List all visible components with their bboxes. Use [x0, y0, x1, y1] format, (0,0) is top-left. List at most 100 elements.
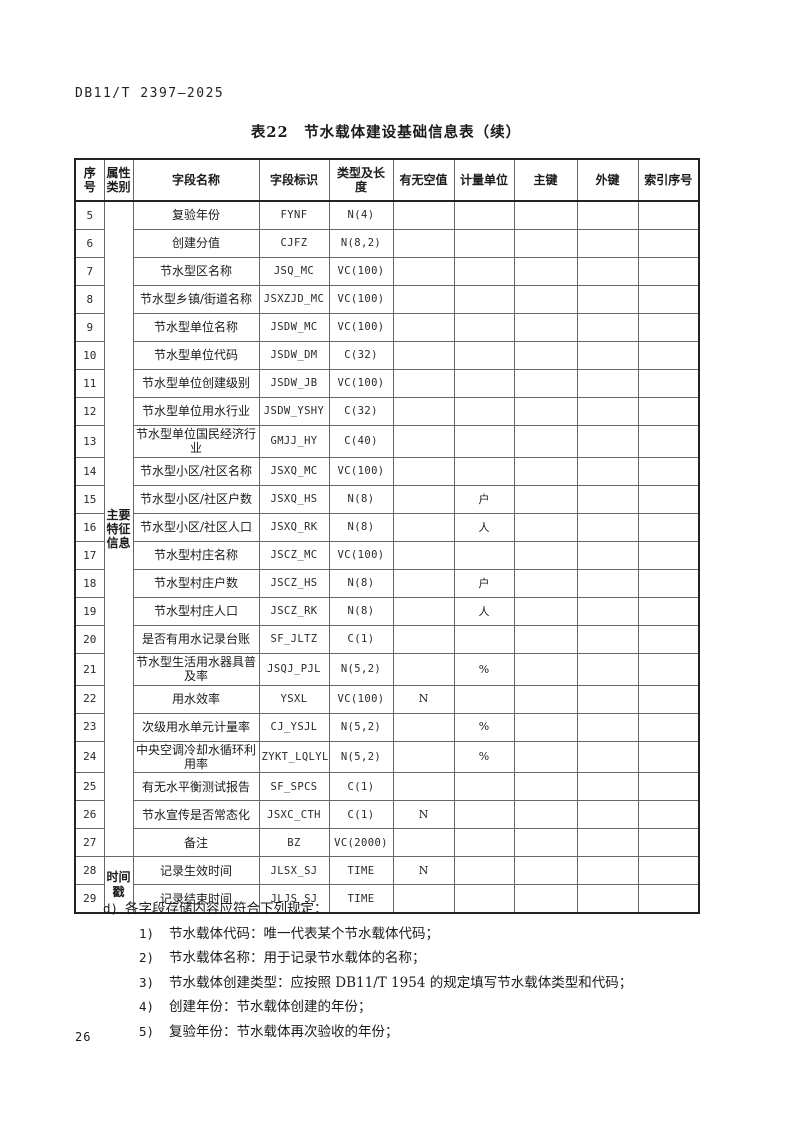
- cell-primary-key: [513, 772, 578, 802]
- cell-foreign-key: [576, 772, 639, 802]
- cell-sequence-no: 26: [74, 800, 105, 830]
- note-item-text: 节水载体代码：唯一代表某个节水载体代码；: [169, 925, 439, 942]
- cell-nullable: [392, 285, 455, 314]
- cell-unit: %: [453, 712, 515, 742]
- cell-foreign-key: [576, 484, 639, 514]
- cell-field-name: 是否有用水记录台账: [132, 624, 260, 654]
- cell-sequence-no: 12: [74, 397, 105, 426]
- note-lead-number: d): [103, 901, 119, 916]
- cell-foreign-key: [576, 257, 639, 286]
- cell-unit: 人: [453, 596, 515, 626]
- table-header: 序号 属性类别 字段名称 字段标识 类型及长度 有无空值 计量单位 主键 外键 索引序号: [74, 158, 700, 202]
- cell-unit: [453, 828, 515, 858]
- cell-type-length: N(8): [328, 512, 394, 542]
- cell-field-name: 节水宣传是否常态化: [132, 800, 260, 830]
- cell-field-name: 节水型小区/社区名称: [132, 456, 260, 486]
- cell-field-name: 节水型单位国民经济行业: [132, 425, 260, 458]
- cell-unit: [453, 624, 515, 654]
- cell-foreign-key: [576, 369, 639, 398]
- table-body: 5 主要特征信息 复验年份 FYNF N(4) 6 创建分值 CJFZ N(8,2) 7 节水型区名…: [74, 200, 700, 914]
- note-item-text: 节水载体名称：用于记录节水载体的名称；: [169, 950, 426, 966]
- cell-nullable: [392, 369, 455, 398]
- cell-field-name: 节水型村庄人口: [132, 596, 260, 626]
- cell-field-code: JLSX_SJ: [258, 856, 330, 886]
- cell-field-code: JSQJ_PJL: [258, 652, 330, 686]
- cell-unit: [453, 456, 515, 486]
- page-number: 26: [75, 1030, 92, 1044]
- cell-type-length: C(32): [328, 341, 394, 370]
- cell-unit: [453, 856, 515, 886]
- note-item-text: 节水载体创建类型：应按照 DB11/T 1954 的规定填写节水载体类型和代码；: [169, 974, 633, 991]
- cell-index-no: [637, 568, 700, 598]
- cell-foreign-key: [576, 456, 639, 486]
- table-row: 8 节水型乡镇/街道名称 JSXZJD_MC VC(100): [74, 285, 700, 314]
- cell-unit: [453, 884, 515, 914]
- cell-sequence-no: 27: [74, 828, 105, 858]
- cell-primary-key: [513, 397, 578, 426]
- cell-primary-key: [513, 624, 578, 654]
- cell-index-no: [637, 285, 700, 314]
- cell-type-length: TIME: [328, 856, 394, 886]
- cell-attribute-category: 主要特征信息: [103, 200, 134, 858]
- cell-unit: [453, 800, 515, 830]
- column-header: 外键: [576, 158, 639, 202]
- cell-index-no: [637, 540, 700, 570]
- cell-primary-key: [513, 568, 578, 598]
- cell-field-name: 节水型乡镇/街道名称: [132, 285, 260, 314]
- cell-foreign-key: [576, 568, 639, 598]
- cell-unit: [453, 397, 515, 426]
- cell-index-no: [637, 712, 700, 742]
- cell-primary-key: [513, 596, 578, 626]
- table-row: 15 节水型小区/社区户数 JSXQ_HS N(8) 户: [74, 484, 700, 514]
- cell-sequence-no: 28: [74, 856, 105, 886]
- cell-field-name: 节水型区名称: [132, 257, 260, 286]
- cell-sequence-no: 14: [74, 456, 105, 486]
- cell-sequence-no: 20: [74, 624, 105, 654]
- table-row: 6 创建分值 CJFZ N(8,2): [74, 229, 700, 258]
- cell-field-name: 节水型单位用水行业: [132, 397, 260, 426]
- cell-foreign-key: [576, 512, 639, 542]
- cell-field-code: JSDW_DM: [258, 341, 330, 370]
- cell-foreign-key: [576, 712, 639, 742]
- cell-foreign-key: [576, 200, 639, 230]
- table-title: 表22 节水载体建设基础信息表（续）: [250, 124, 522, 141]
- cell-foreign-key: [576, 313, 639, 342]
- cell-type-length: C(1): [328, 624, 394, 654]
- cell-sequence-no: 15: [74, 484, 105, 514]
- note-item: 5) 复验年份：节水载体再次验收的年份；: [139, 1020, 703, 1045]
- note-item-number: 1): [139, 925, 155, 941]
- cell-primary-key: [513, 341, 578, 370]
- cell-nullable: [392, 229, 455, 258]
- column-header: 计量单位: [453, 158, 515, 202]
- cell-nullable: [392, 596, 455, 626]
- cell-sequence-no: 17: [74, 540, 105, 570]
- cell-index-no: [637, 772, 700, 802]
- cell-primary-key: [513, 229, 578, 258]
- cell-nullable: [392, 512, 455, 542]
- cell-field-name: 次级用水单元计量率: [132, 712, 260, 742]
- cell-type-length: N(8): [328, 596, 394, 626]
- table-row: 27 备注 BZ VC(2000): [74, 828, 700, 858]
- cell-type-length: VC(2000): [328, 828, 394, 858]
- cell-field-name: 节水型小区/社区人口: [132, 512, 260, 542]
- note-item-number: 4): [139, 999, 155, 1014]
- cell-unit: [453, 200, 515, 230]
- cell-type-length: N(8): [328, 484, 394, 514]
- table-row: 14 节水型小区/社区名称 JSXQ_MC VC(100): [74, 456, 700, 486]
- cell-index-no: [637, 200, 700, 230]
- cell-nullable: N: [392, 800, 455, 830]
- note-item-text: 复验年份：节水载体再次验收的年份；: [169, 1023, 399, 1040]
- table-row: 10 节水型单位代码 JSDW_DM C(32): [74, 341, 700, 370]
- cell-foreign-key: [576, 828, 639, 858]
- cell-sequence-no: 9: [74, 313, 105, 342]
- cell-primary-key: [513, 800, 578, 830]
- note-lead: d) 各字段存储内容应符合下列规定：: [103, 897, 703, 922]
- cell-primary-key: [513, 425, 578, 458]
- cell-nullable: [392, 484, 455, 514]
- cell-field-code: JSCZ_HS: [258, 568, 330, 598]
- cell-field-code: SF_JLTZ: [258, 624, 330, 654]
- table-row: 25 有无水平衡测试报告 SF_SPCS C(1): [74, 772, 700, 802]
- column-header: 属性类别: [103, 158, 134, 202]
- cell-nullable: [392, 313, 455, 342]
